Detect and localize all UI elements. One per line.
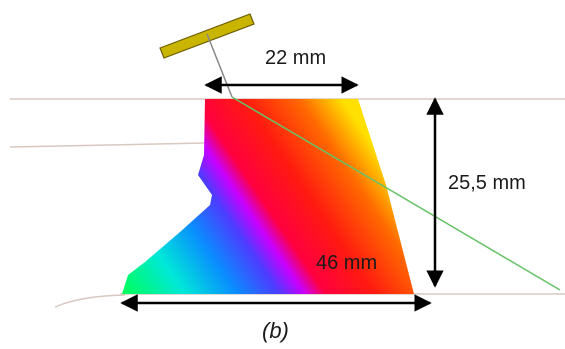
figure-caption: (b) xyxy=(262,318,289,343)
left-layer-line xyxy=(9,142,206,148)
bottom-left-curve xyxy=(54,294,126,308)
height-label: 25,5 mm xyxy=(448,172,526,194)
color-map-region xyxy=(122,99,414,294)
bottom-width-label: 46 mm xyxy=(316,252,378,274)
beam-line xyxy=(231,96,561,291)
top-width-label: 22 mm xyxy=(265,47,327,69)
